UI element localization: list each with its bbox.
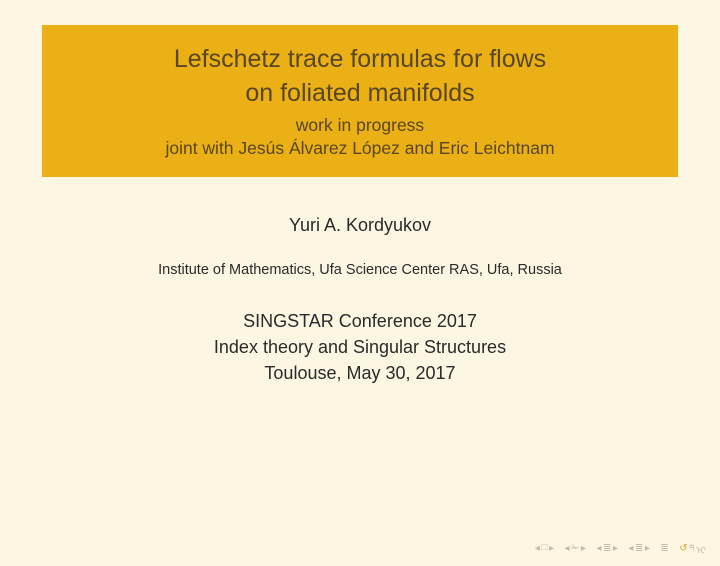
nav-frame-icon: ✁ xyxy=(571,543,580,555)
conference-line-2: Index theory and Singular Structures xyxy=(0,334,720,360)
nav-sec-icon: ≣ xyxy=(635,543,644,555)
nav-next-sec-icon: ▸ xyxy=(645,543,651,555)
nav-section-group[interactable]: ◂ ≣ ▸ xyxy=(628,543,650,555)
nav-prev-frame-icon: ◂ xyxy=(564,543,570,555)
conference-block: SINGSTAR Conference 2017 Index theory an… xyxy=(0,308,720,386)
nav-frame-group[interactable]: ◂ ✁ ▸ xyxy=(564,543,586,555)
conference-line-1: SINGSTAR Conference 2017 xyxy=(0,308,720,334)
nav-search-icon: ੧ xyxy=(689,543,695,555)
nav-subsection-group[interactable]: ◂ ≣ ▸ xyxy=(596,543,618,555)
body: Yuri A. Kordyukov Institute of Mathemati… xyxy=(0,215,720,386)
institute: Institute of Mathematics, Ufa Science Ce… xyxy=(0,262,720,278)
slide: Lefschetz trace formulas for flows on fo… xyxy=(0,25,720,566)
subtitle-1: work in progress xyxy=(62,115,658,136)
title-line-1: Lefschetz trace formulas for flows xyxy=(62,43,658,77)
beamer-nav-bar: ◂ □ ▸ ◂ ✁ ▸ ◂ ≣ ▸ ◂ ≣ ▸ ≣ ↺ ੧ ᢈ xyxy=(535,539,706,558)
nav-slide-icon: □ xyxy=(541,543,548,554)
nav-prev-sub-icon: ◂ xyxy=(596,543,602,555)
nav-next-slide-icon: ▸ xyxy=(549,543,555,555)
nav-sub-icon: ≣ xyxy=(603,543,612,555)
conference-line-3: Toulouse, May 30, 2017 xyxy=(0,360,720,386)
nav-slide-group[interactable]: ◂ □ ▸ xyxy=(535,543,555,555)
title-line-2: on foliated manifolds xyxy=(62,77,658,111)
nav-mode-icon[interactable]: ≣ xyxy=(660,543,669,555)
nav-next-sub-icon: ▸ xyxy=(613,543,619,555)
author: Yuri A. Kordyukov xyxy=(0,215,720,236)
nav-prev-slide-icon: ◂ xyxy=(535,543,541,555)
nav-back-forward-group[interactable]: ↺ ੧ ᢈ xyxy=(679,539,706,558)
subtitle-2: joint with Jesús Álvarez López and Eric … xyxy=(62,138,658,159)
nav-next-frame-icon: ▸ xyxy=(581,543,587,555)
nav-forward-icon: ᢈ xyxy=(696,539,706,558)
title-block: Lefschetz trace formulas for flows on fo… xyxy=(42,25,678,177)
nav-back-icon: ↺ xyxy=(679,543,688,555)
nav-prev-sec-icon: ◂ xyxy=(628,543,634,555)
